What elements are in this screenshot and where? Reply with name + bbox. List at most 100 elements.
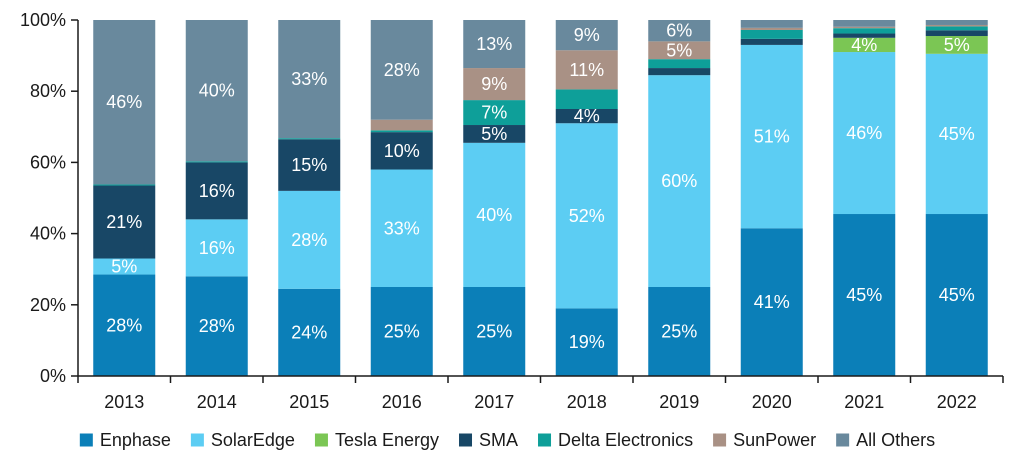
bar-segment-2019-sma	[648, 68, 711, 76]
data-label: 11%	[569, 60, 604, 80]
bar-segment-2022-delta-electronics	[925, 26, 988, 31]
bar-segment-2013-all-others	[93, 20, 156, 185]
bar-segment-2020-sma	[740, 38, 803, 45]
bar-segment-2018-enphase	[555, 308, 618, 376]
data-label: 46%	[846, 123, 882, 143]
bar-segment-2022-sunpower	[925, 24, 988, 27]
bar-segment-2014-sma	[185, 162, 248, 220]
bar-segment-2014-enphase	[185, 276, 248, 376]
axes-group: 2013 2014 2015 2016 2017 2018 2019 2020 2021 2022…	[20, 10, 1004, 412]
data-label: 33%	[291, 69, 327, 89]
bar-segment-2022-solaredge	[925, 53, 988, 215]
data-label: 16%	[199, 238, 235, 258]
bar-segment-2019-sunpower	[648, 41, 711, 60]
data-label: 25%	[384, 322, 420, 342]
legend-item-solaredge: SolarEdge	[190, 430, 295, 450]
bar-segment-2017-all-others	[463, 20, 526, 69]
legend-item-enphase: Enphase	[79, 430, 171, 450]
data-label: 60%	[661, 171, 697, 191]
legend-swatch	[538, 433, 552, 447]
data-label: 25%	[661, 322, 697, 342]
x-tick-label: 2013	[104, 392, 144, 412]
data-label: 19%	[569, 332, 605, 352]
bar-segment-2017-delta-electronics	[463, 100, 526, 126]
bar-segment-2022-tesla-energy	[925, 36, 988, 54]
legend-item-delta-electronics: Delta Electronics	[538, 430, 693, 450]
bar-segment-2013-solaredge	[93, 258, 156, 275]
data-label: 40%	[476, 205, 512, 225]
y-tick-label: 0%	[40, 366, 66, 386]
legend-item-all-others: All Others	[836, 430, 935, 450]
bar-segment-2021-enphase	[833, 214, 896, 376]
data-label: 45%	[939, 285, 975, 305]
legend-swatch	[459, 433, 473, 447]
bar-segment-2021-solaredge	[833, 52, 896, 215]
bar-segment-2018-sunpower	[555, 50, 618, 90]
data-label: 33%	[384, 218, 420, 238]
bar-segment-2022-sma	[925, 30, 988, 37]
data-label: 21%	[106, 212, 142, 232]
x-tick-label: 2021	[844, 392, 884, 412]
data-label: 24%	[291, 322, 327, 342]
legend-label: SMA	[479, 430, 518, 450]
legend-item-tesla-energy: Tesla Energy	[314, 430, 439, 450]
x-tick-label: 2022	[937, 392, 977, 412]
data-label: 28%	[199, 316, 235, 336]
data-label: 15%	[291, 155, 327, 175]
legend-label: Delta Electronics	[558, 430, 693, 450]
bar-segment-2022-all-others	[925, 20, 988, 25]
bars-group: 28% 5% 21% 46% 28% 16% 16% 40% 24% 28% 15% 33% 25% 33…	[93, 20, 988, 376]
legend-swatch	[79, 433, 93, 447]
bar-segment-2016-all-others	[370, 20, 433, 120]
data-label: 51%	[754, 127, 790, 147]
x-tick-label: 2020	[752, 392, 792, 412]
bar-segment-2016-sunpower	[370, 119, 433, 131]
bar-segment-2016-delta-electronics	[370, 130, 433, 133]
data-label: 28%	[106, 315, 142, 335]
data-label: 9%	[574, 25, 600, 45]
bar-segment-2014-all-others	[185, 20, 248, 162]
bar-segment-2018-solaredge	[555, 123, 618, 309]
bar-segment-2020-delta-electronics	[740, 29, 803, 39]
bar-segment-2013-sma	[93, 185, 156, 259]
data-label: 5%	[111, 257, 137, 277]
bar-segment-2018-sma	[555, 109, 618, 124]
legend-label: Enphase	[100, 430, 171, 450]
bar-segment-2018-delta-electronics	[555, 89, 618, 109]
data-label: 7%	[481, 103, 507, 123]
bar-segment-2020-sunpower	[740, 27, 803, 30]
data-label: 46%	[106, 92, 142, 112]
y-tick-label: 60%	[30, 152, 66, 172]
bar-segment-2020-enphase	[740, 228, 803, 376]
data-label: 28%	[291, 230, 327, 250]
bar-segment-2017-enphase	[463, 287, 526, 376]
bar-segment-2021-all-others	[833, 20, 896, 27]
bar-segment-2017-solaredge	[463, 142, 526, 287]
bar-segment-2021-sunpower	[833, 26, 896, 29]
bar-segment-2019-delta-electronics	[648, 59, 711, 69]
bar-segment-2013-delta-electronics	[93, 184, 156, 186]
bar-segment-2019-solaredge	[648, 75, 711, 288]
legend-label: SunPower	[733, 430, 816, 450]
legend-swatch	[713, 433, 727, 447]
legend-swatch	[836, 433, 850, 447]
data-label: 41%	[754, 292, 790, 312]
legend-item-sunpower: SunPower	[713, 430, 816, 450]
bar-segment-2020-solaredge	[740, 44, 803, 229]
x-tick-label: 2018	[567, 392, 607, 412]
bar-segment-2021-delta-electronics	[833, 28, 896, 34]
legend: Enphase SolarEdge Tesla Energy SMA Delta Ele…	[79, 430, 935, 450]
legend-label: Tesla Energy	[335, 430, 439, 450]
bar-segment-2016-solaredge	[370, 169, 433, 287]
legend-item-sma: SMA	[459, 430, 518, 450]
bar-segment-2022-enphase	[925, 214, 988, 376]
legend-label: All Others	[856, 430, 935, 450]
data-label: 10%	[384, 141, 420, 161]
data-label: 45%	[939, 124, 975, 144]
bar-segment-2016-enphase	[370, 287, 433, 376]
bar-segment-2014-solaredge	[185, 219, 248, 277]
data-label: 28%	[384, 60, 420, 80]
data-label: 9%	[481, 74, 507, 94]
